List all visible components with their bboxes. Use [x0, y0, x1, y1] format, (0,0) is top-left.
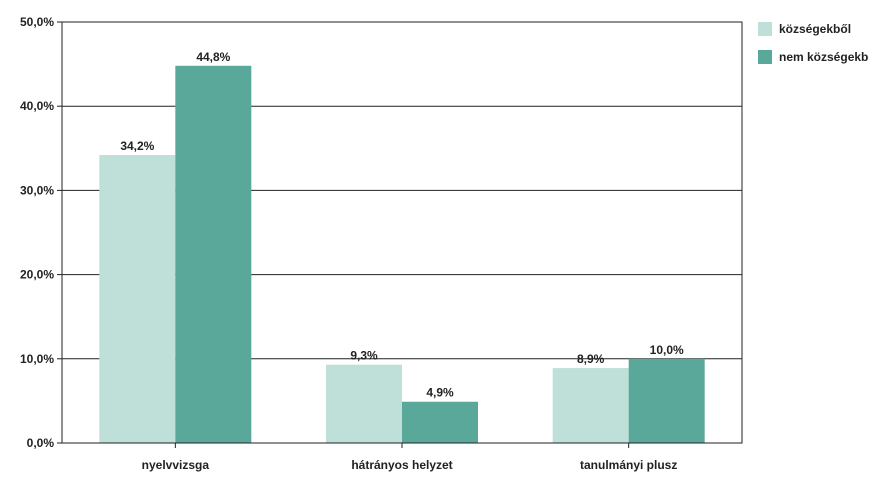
plot-frame — [61, 21, 743, 444]
labels: 0,0% 10,0% 20,0% 30,0% 40,0% 50,0% 34,2% 44,8% n… — [20, 15, 684, 472]
legend-label: községekből — [779, 22, 851, 36]
legend-swatch — [758, 50, 772, 64]
bar — [175, 65, 252, 443]
y-tick-label: 50,0% — [20, 15, 54, 29]
y-tick-label: 20,0% — [20, 268, 54, 282]
bar — [552, 368, 629, 443]
bars — [99, 65, 705, 443]
bar — [628, 358, 705, 443]
x-tick-label: nyelvvizsga — [142, 458, 210, 472]
y-tick-label: 30,0% — [20, 183, 54, 197]
y-tick-label: 0,0% — [27, 436, 55, 450]
legend: községekből nem községekből — [758, 22, 869, 64]
data-label: 34,2% — [120, 139, 154, 153]
bar — [99, 155, 176, 443]
bar — [402, 401, 478, 443]
legend-label: nem községekből — [779, 50, 869, 64]
data-label: 44,8% — [196, 50, 230, 64]
x-tick-label: hátrányos helyzet — [351, 458, 452, 472]
y-tick-label: 10,0% — [20, 352, 54, 366]
legend-swatch — [758, 22, 772, 36]
bar — [326, 364, 402, 443]
data-label: 10,0% — [650, 343, 684, 357]
x-tick-label: tanulmányi plusz — [580, 458, 677, 472]
data-label: 4,9% — [426, 386, 454, 400]
axes — [57, 21, 743, 448]
y-tick-label: 40,0% — [20, 99, 54, 113]
data-label: 9,3% — [350, 349, 378, 363]
data-label: 8,9% — [577, 352, 605, 366]
